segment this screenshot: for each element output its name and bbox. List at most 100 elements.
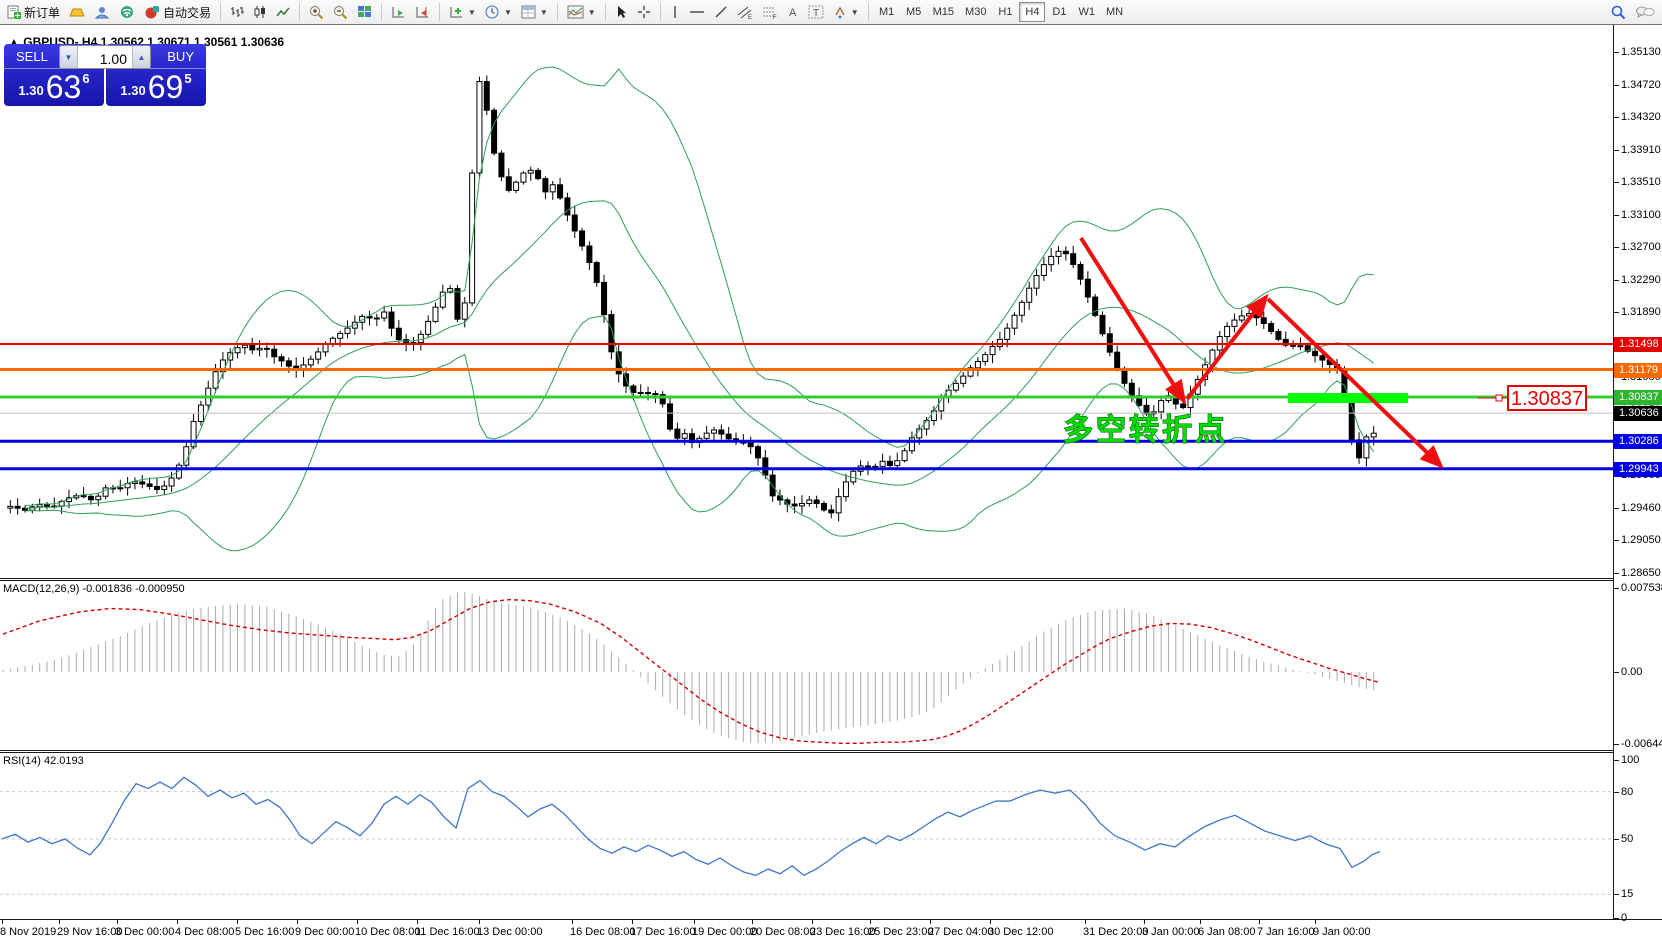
toolbar-separator — [439, 3, 441, 21]
price-tick-1.2865-tick — [1614, 572, 1619, 574]
text-button[interactable]: A — [783, 2, 803, 23]
rsi-axis-100-tick — [1614, 760, 1619, 761]
vertical-line-icon — [670, 5, 680, 19]
community-icon — [94, 5, 110, 19]
line-chart-button[interactable] — [272, 2, 294, 23]
price-axis[interactable]: 1.35130 1.34720 1.34320 1.33910 1.33510 1.331… — [1614, 25, 1662, 947]
zoom-in-icon — [309, 5, 324, 20]
macd-pane[interactable] — [0, 580, 1613, 750]
time-label: 27 Dec 04:00 — [928, 926, 994, 938]
time-tick — [930, 920, 931, 924]
chart-preview-button[interactable]: ▼ — [563, 2, 600, 23]
zoom-out-button[interactable] — [329, 2, 352, 23]
timeframe-button-M15[interactable]: M15 — [928, 2, 959, 22]
timeframe-button-M1[interactable]: M1 — [874, 2, 900, 22]
timeframe-button-D1[interactable]: D1 — [1046, 2, 1072, 22]
buy-price: 1.30 69 5 — [120, 69, 192, 105]
toolbar-separator — [556, 3, 558, 21]
macd-axis-max-tick — [1614, 588, 1619, 589]
price-chart[interactable]: 多空转折点 1.30837 — [0, 25, 1613, 578]
time-label: 13 Dec 00:00 — [477, 926, 543, 938]
chart-shift-button[interactable] — [411, 2, 434, 23]
trendline-button[interactable] — [710, 2, 732, 23]
chart-shift-icon — [415, 5, 430, 19]
chart-preview-icon — [567, 5, 584, 19]
arrows-button[interactable]: ▼ — [829, 2, 863, 23]
toolbar-separator — [604, 3, 606, 21]
bar-chart-button[interactable] — [226, 2, 248, 23]
time-label: 9 Dec 00:00 — [295, 926, 355, 938]
community-button[interactable] — [90, 2, 114, 23]
vertical-line-button[interactable] — [666, 2, 684, 23]
equidistant-channel-button[interactable]: E — [733, 2, 757, 23]
time-tick — [1259, 920, 1260, 924]
time-axis[interactable]: 8 Nov 2019 29 Nov 16:00 3 Dec 00:00 4 Dec 0… — [0, 920, 1662, 947]
trend-arrow — [1266, 297, 1444, 469]
price-tick-1.3391-tick — [1614, 150, 1619, 152]
rsi-line — [1, 776, 1381, 877]
svg-text:F: F — [773, 15, 777, 20]
rsi-axis-50-tick — [1614, 839, 1619, 840]
lot-decrease-button[interactable]: ▼ — [60, 46, 78, 68]
chevron-down-icon: ▼ — [850, 7, 859, 17]
time-tick — [632, 920, 633, 924]
chevron-down-icon: ▼ — [587, 7, 596, 17]
pane-separator-macd[interactable] — [0, 578, 1613, 581]
price-tick-1.3351-tick — [1614, 182, 1619, 184]
price-tick-1.2946-tick — [1614, 507, 1619, 509]
text-label-button[interactable]: T — [804, 2, 828, 23]
toolbar-separator — [659, 3, 661, 21]
signals-button[interactable] — [115, 2, 139, 23]
auto-scroll-button[interactable] — [387, 2, 410, 23]
lot-increase-button[interactable]: ▲ — [132, 46, 150, 68]
line-chart-icon — [276, 5, 290, 19]
timeframe-button-M30[interactable]: M30 — [960, 2, 991, 22]
toolbar-separator — [299, 3, 301, 21]
time-label: 5 Dec 16:00 — [235, 926, 295, 938]
chart-area[interactable]: 多空转折点 1.30837 ▲ GBPUSD-,H4 1.30562 1.3067… — [0, 25, 1662, 947]
new-order-button[interactable]: 新订单 — [3, 2, 64, 23]
autotrading-icon — [144, 5, 160, 19]
gold-button[interactable] — [65, 2, 89, 23]
price-tick-1.3229-tick — [1614, 280, 1619, 282]
timeframe-button-H1[interactable]: H1 — [992, 2, 1018, 22]
time-label: 20 Dec 08:00 — [750, 926, 816, 938]
templates-button[interactable]: ▼ — [517, 2, 552, 23]
pane-separator-rsi[interactable] — [0, 750, 1613, 753]
timeframe-button-M5[interactable]: M5 — [901, 2, 927, 22]
price-level-label-1.30837: 1.30837 — [1614, 390, 1662, 405]
crosshair-button[interactable] — [633, 2, 655, 23]
price-tick-1.3351: 1.33510 — [1621, 176, 1661, 189]
price-level-label-1.30636: 1.30636 — [1614, 406, 1662, 422]
fibonacci-button[interactable]: F — [758, 2, 782, 23]
price-level-label-1.31498: 1.31498 — [1614, 336, 1662, 352]
price-tick-1.3513-tick — [1614, 52, 1619, 54]
time-label: 16 Dec 08:00 — [570, 926, 636, 938]
tile-windows-button[interactable] — [353, 2, 376, 23]
price-tick-1.3189: 1.31890 — [1621, 306, 1661, 319]
periods-button[interactable]: ▼ — [481, 2, 516, 23]
autotrading-button[interactable]: 自动交易 — [140, 2, 215, 23]
svg-text:E: E — [748, 15, 752, 20]
time-label: 11 Dec 16:00 — [415, 926, 480, 938]
search-button[interactable] — [1606, 2, 1630, 23]
candlestick-button[interactable] — [249, 2, 271, 23]
horizontal-line-icon — [689, 5, 705, 19]
price-tick-1.3432-tick — [1614, 117, 1619, 119]
cursor-icon — [615, 5, 628, 19]
chat-button[interactable] — [1631, 2, 1659, 23]
price-tick-1.2905-tick — [1614, 540, 1619, 542]
rsi-pane[interactable] — [0, 752, 1613, 918]
fibonacci-icon: F — [762, 5, 778, 20]
horizontal-line-button[interactable] — [685, 2, 709, 23]
lot-size-input[interactable] — [78, 46, 132, 68]
zoom-in-button[interactable] — [305, 2, 328, 23]
timeframe-button-H4[interactable]: H4 — [1019, 2, 1046, 22]
text-icon: A — [787, 5, 799, 19]
timeframe-button-MN[interactable]: MN — [1101, 2, 1128, 22]
timeframe-button-W1[interactable]: W1 — [1073, 2, 1100, 22]
indicators-button[interactable]: ▼ — [445, 2, 480, 23]
time-label: 17 Dec 16:00 — [630, 926, 696, 938]
cursor-button[interactable] — [611, 2, 632, 23]
auto-scroll-icon — [391, 5, 406, 19]
